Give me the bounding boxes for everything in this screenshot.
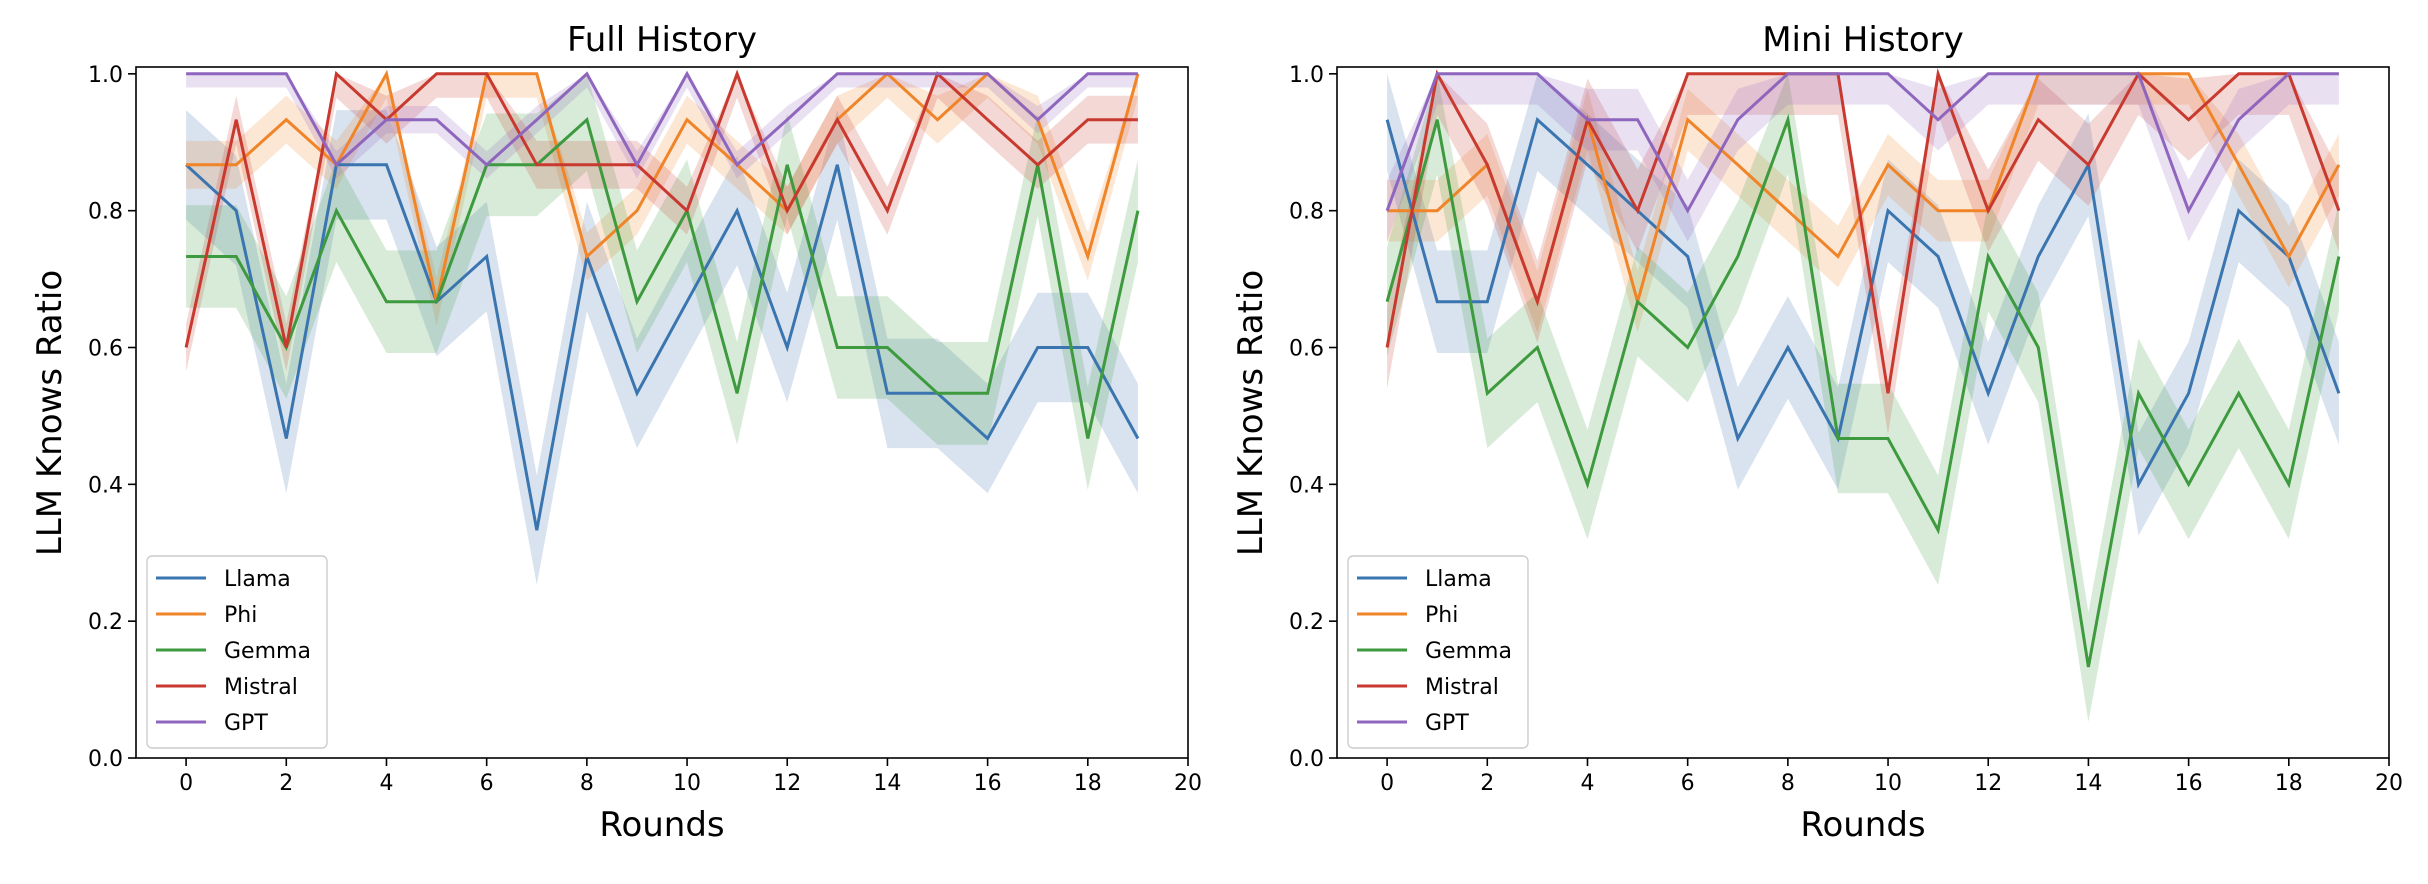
band-gpt [1387,73,2339,242]
y-tick-label: 0.4 [88,473,123,498]
y-ticks: 0.0 0.2 0.4 0.6 0.8 1.0 [88,63,136,772]
line-gemma [186,116,1140,439]
y-tick-label: 0.4 [1289,473,1324,498]
legend-label: Llama [224,567,291,592]
legend-entry-llama: Llama [156,567,291,592]
plot-frame [135,66,1189,759]
x-tick-label: 2 [279,771,293,796]
x-ticks: 0 2 4 6 8 10 12 14 16 18 20 [1380,758,2403,796]
y-tick-label: 1.0 [1289,63,1324,88]
legend-entry-mistral: Mistral [156,675,298,700]
y-tick-label: 0.8 [1289,200,1324,225]
legend-entry-gpt: GPT [156,711,268,736]
y-tick-label: 0.2 [1289,610,1324,635]
legend-entry-llama: Llama [1357,567,1492,592]
x-tick-label: 4 [1580,771,1594,796]
legend-label: Phi [224,603,257,628]
legend-label: GPT [224,711,268,736]
legend-label: Phi [1425,603,1458,628]
line-mistral [184,69,1138,348]
legend: Llama Phi Gemma Mistral GPT [146,555,328,749]
legend: Llama Phi Gemma Mistral GPT [1347,555,1529,749]
x-tick-label: 2 [1480,771,1494,796]
x-tick-label: 10 [673,771,701,796]
y-axis-label: LLM Knows Ratio [1231,270,1271,556]
band-phi [1387,73,2339,333]
x-tick-label: 8 [1781,771,1795,796]
legend-entry-phi: Phi [156,603,257,628]
legend-entry-phi: Phi [1357,603,1458,628]
x-tick-label: 14 [2074,771,2102,796]
line-llama [185,163,1140,531]
band-mistral [186,73,1138,372]
x-tick-label: 16 [974,771,1002,796]
legend-entry-mistral: Mistral [1357,675,1499,700]
line-gemma [1385,113,2341,668]
panel-mini-history: Mini History 0 2 4 6 8 10 12 14 16 18 20 0.0 0.2 0.4… [1231,20,2403,845]
y-tick-label: 0.8 [88,200,123,225]
x-tick-label: 14 [873,771,901,796]
x-tick-label: 18 [1074,771,1102,796]
x-axis-label: Rounds [599,805,724,845]
band-phi [186,73,1138,326]
y-tick-label: 1.0 [88,63,123,88]
legend-entry-gpt: GPT [1357,711,1469,736]
x-tick-label: 20 [1174,771,1202,796]
x-tick-label: 10 [1874,771,1902,796]
series-lines [1385,67,2341,668]
x-tick-label: 20 [2375,771,2403,796]
line-phi [186,69,1140,303]
band-gemma [1387,73,2339,722]
legend-label: Gemma [224,639,311,664]
legend-box [1347,555,1529,749]
x-tick-label: 16 [2175,771,2203,796]
legend-box [146,555,328,749]
x-tick-label: 6 [1681,771,1695,796]
chart-title: Full History [567,20,757,60]
legend-label: Gemma [1425,639,1512,664]
plot-frame [1336,66,2390,759]
line-gpt [1385,72,2339,215]
y-ticks: 0.0 0.2 0.4 0.6 0.8 1.0 [1289,63,1337,772]
legend-entry-gemma: Gemma [1357,639,1512,664]
x-tick-label: 0 [179,771,193,796]
y-tick-label: 0.2 [88,610,123,635]
x-tick-label: 12 [773,771,801,796]
legend-label: Llama [1425,567,1492,592]
x-tick-label: 18 [2275,771,2303,796]
x-tick-label: 8 [580,771,594,796]
y-tick-label: 0.6 [1289,337,1324,362]
y-tick-label: 0.0 [1289,747,1324,772]
x-tick-label: 4 [379,771,393,796]
band-gpt [186,73,1138,179]
x-axis-label: Rounds [1800,805,1925,845]
line-mistral [1385,67,2341,394]
legend-entry-gemma: Gemma [156,639,311,664]
legend-label: GPT [1425,711,1469,736]
legend-label: Mistral [224,675,298,700]
band-gemma [186,73,1138,490]
x-tick-label: 6 [480,771,494,796]
band-mistral [1387,73,2339,435]
confidence-bands [1387,73,2339,722]
y-tick-label: 0.0 [88,747,123,772]
line-gpt [186,70,1138,168]
panel-full-history: Full History 0 2 4 6 8 10 12 14 16 18 20 0.0 0.2 0.4… [30,20,1202,845]
line-llama [1385,116,2341,489]
y-axis-label: LLM Knows Ratio [30,270,70,556]
y-tick-label: 0.6 [88,337,123,362]
x-tick-label: 0 [1380,771,1394,796]
legend-label: Mistral [1425,675,1499,700]
series-lines [184,69,1140,531]
chart-title: Mini History [1762,20,1964,60]
x-ticks: 0 2 4 6 8 10 12 14 16 18 20 [179,758,1202,796]
x-tick-label: 12 [1974,771,2002,796]
